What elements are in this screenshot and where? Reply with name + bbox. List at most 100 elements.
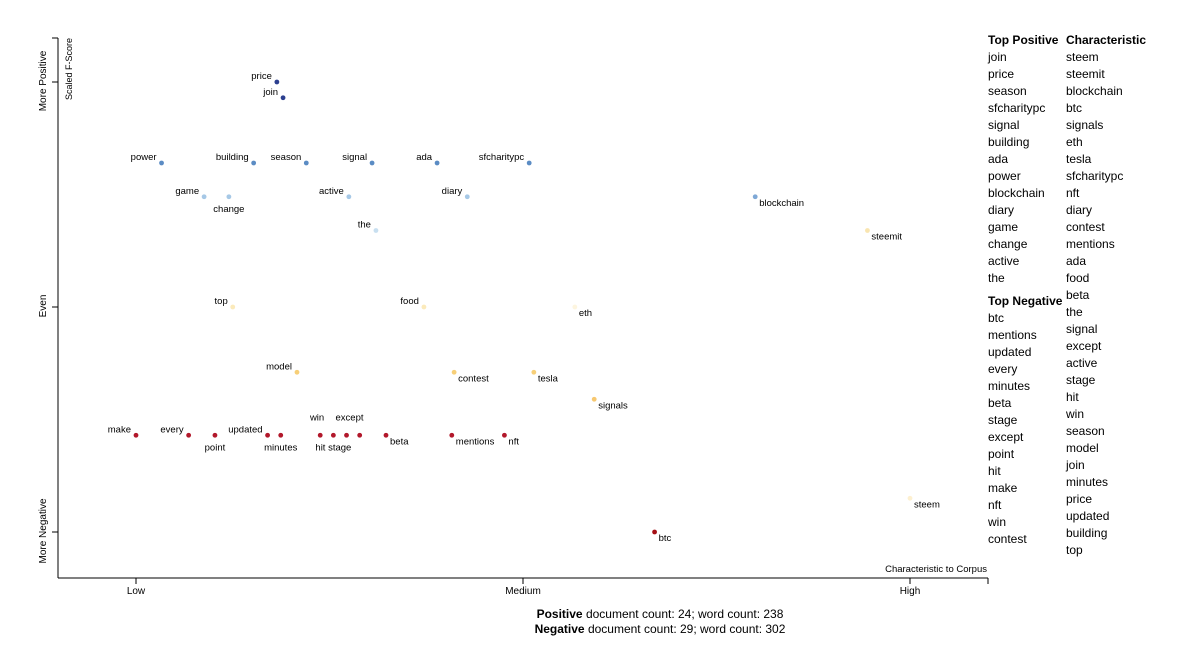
characteristic-item[interactable]: updated — [1066, 509, 1110, 523]
point-hit-stage[interactable] — [330, 432, 336, 438]
point-signals[interactable] — [591, 396, 597, 402]
point-win[interactable] — [317, 432, 323, 438]
point-make[interactable] — [133, 432, 139, 438]
characteristic-item[interactable]: signal — [1066, 322, 1098, 336]
top-positive-item[interactable]: change — [988, 237, 1028, 251]
characteristic-item[interactable]: blockchain — [1066, 84, 1123, 98]
point-tesla[interactable] — [531, 369, 537, 375]
top-positive-item[interactable]: ada — [988, 152, 1009, 166]
point-every[interactable] — [186, 432, 192, 438]
characteristic-item[interactable]: mentions — [1066, 237, 1115, 251]
characteristic-item[interactable]: minutes — [1066, 475, 1109, 489]
characteristic-item[interactable]: win — [1066, 407, 1085, 421]
top-negative-item[interactable]: nft — [988, 498, 1002, 512]
point-model[interactable] — [294, 369, 300, 375]
point-steemit[interactable] — [865, 228, 870, 233]
point-nft[interactable] — [502, 432, 507, 438]
top-negative-item[interactable]: make — [988, 481, 1018, 495]
point-season[interactable] — [303, 160, 309, 166]
point-ada[interactable] — [434, 160, 440, 166]
top-negative-item[interactable]: contest — [988, 532, 1027, 546]
top-negative-item[interactable]: win — [988, 515, 1007, 529]
point-label: signal — [342, 152, 367, 163]
top-negative-item[interactable]: updated — [988, 345, 1032, 359]
point-food[interactable] — [421, 304, 427, 310]
point-sfcharitypc[interactable] — [526, 160, 532, 166]
point-building[interactable] — [251, 160, 257, 166]
point-signal[interactable] — [369, 160, 375, 166]
top-positive-item[interactable]: price — [988, 67, 1015, 81]
point-active[interactable] — [346, 194, 352, 200]
characteristic-item[interactable]: btc — [1066, 101, 1083, 115]
top-positive-item[interactable]: sfcharitypc — [988, 101, 1046, 115]
top-positive-item[interactable]: game — [988, 220, 1019, 234]
top-negative-item[interactable]: minutes — [988, 379, 1031, 393]
characteristic-item[interactable]: join — [1066, 458, 1085, 472]
point-price[interactable] — [274, 79, 280, 85]
point-change[interactable] — [226, 194, 232, 200]
top-positive-item[interactable]: season — [988, 84, 1027, 98]
point-minutes[interactable] — [278, 432, 284, 438]
characteristic-item[interactable]: ada — [1066, 254, 1087, 268]
characteristic-item[interactable]: sfcharitypc — [1066, 169, 1124, 183]
top-positive-item[interactable]: building — [988, 135, 1030, 149]
point-mentions[interactable] — [449, 432, 455, 438]
point-eth[interactable] — [572, 304, 578, 310]
scatter-plot: Low Medium High More Negative Even More Posit… — [38, 37, 989, 597]
characteristic-item[interactable]: building — [1066, 526, 1108, 540]
top-positive-item[interactable]: active — [988, 254, 1020, 268]
point-join[interactable] — [280, 95, 286, 101]
top-negative-item[interactable]: mentions — [988, 328, 1037, 342]
top-terms-column: Top Positive join price season sfcharitypc s… — [988, 32, 1068, 548]
point-unlabeled[interactable] — [357, 432, 363, 438]
characteristic-item[interactable]: nft — [1066, 186, 1080, 200]
top-negative-item[interactable]: hit — [988, 464, 1001, 478]
point-beta[interactable] — [383, 432, 389, 438]
point-blockchain[interactable] — [752, 194, 758, 200]
characteristic-item[interactable]: signals — [1066, 118, 1104, 132]
point-btc[interactable] — [652, 529, 657, 535]
point-updated[interactable] — [265, 432, 270, 438]
characteristic-item[interactable]: food — [1066, 271, 1090, 285]
characteristic-item[interactable]: diary — [1066, 203, 1093, 217]
characteristic-item[interactable]: top — [1066, 543, 1083, 557]
characteristic-item[interactable]: model — [1066, 441, 1099, 455]
characteristic-item[interactable]: steemit — [1066, 67, 1105, 81]
characteristic-item[interactable]: active — [1066, 356, 1098, 370]
characteristic-item[interactable]: steem — [1066, 50, 1099, 64]
point-the[interactable] — [373, 228, 379, 233]
point-label: point — [205, 442, 226, 453]
top-positive-item[interactable]: the — [988, 271, 1005, 285]
top-positive-item[interactable]: signal — [988, 118, 1020, 132]
top-positive-item[interactable]: blockchain — [988, 186, 1045, 200]
characteristic-item[interactable]: price — [1066, 492, 1093, 506]
characteristic-item[interactable]: except — [1066, 339, 1102, 353]
characteristic-item[interactable]: the — [1066, 305, 1083, 319]
top-negative-item[interactable]: point — [988, 447, 1015, 461]
positive-count-label: Positive — [536, 607, 583, 621]
point-contest[interactable] — [451, 369, 457, 375]
characteristic-item[interactable]: contest — [1066, 220, 1105, 234]
point-except[interactable] — [344, 432, 349, 438]
top-negative-item[interactable]: stage — [988, 413, 1018, 427]
characteristic-item[interactable]: stage — [1066, 373, 1096, 387]
top-negative-item[interactable]: beta — [988, 396, 1012, 410]
characteristic-item[interactable]: hit — [1066, 390, 1079, 404]
top-positive-item[interactable]: diary — [988, 203, 1015, 217]
points-layer: price join power building season signal ada sfc… — [108, 71, 940, 544]
top-positive-item[interactable]: join — [988, 50, 1007, 64]
point-point[interactable] — [212, 432, 218, 438]
point-top[interactable] — [230, 304, 236, 310]
characteristic-item[interactable]: tesla — [1066, 152, 1092, 166]
top-positive-item[interactable]: power — [988, 169, 1021, 183]
point-power[interactable] — [159, 160, 164, 166]
point-diary[interactable] — [464, 194, 470, 200]
characteristic-item[interactable]: beta — [1066, 288, 1090, 302]
characteristic-item[interactable]: eth — [1066, 135, 1083, 149]
point-game[interactable] — [201, 194, 207, 200]
top-negative-item[interactable]: every — [988, 362, 1018, 376]
top-negative-item[interactable]: except — [988, 430, 1024, 444]
top-negative-item[interactable]: btc — [988, 311, 1005, 325]
point-steem[interactable] — [907, 495, 913, 501]
characteristic-item[interactable]: season — [1066, 424, 1105, 438]
